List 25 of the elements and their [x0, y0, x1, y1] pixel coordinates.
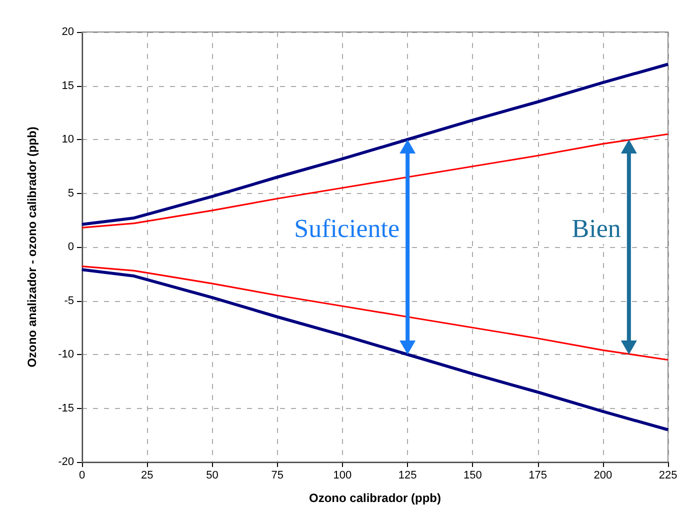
- y-tick-label: -15: [58, 402, 74, 414]
- y-tick-label: 20: [62, 26, 74, 38]
- x-tick-label: 50: [206, 470, 218, 482]
- line-series: [80, 268, 670, 432]
- x-tick-label: 225: [658, 470, 678, 482]
- y-tick-label: 0: [68, 241, 74, 253]
- x-tick-label: 75: [271, 470, 284, 482]
- y-axis-title: Ozono analizador - ozono calibrador (ppb): [25, 126, 39, 368]
- annotation: Bien: [572, 214, 621, 244]
- y-tick-label: -5: [64, 294, 74, 307]
- x-axis-title: Ozono calibrador (ppb): [309, 491, 441, 505]
- x-tick-label: 0: [78, 470, 86, 482]
- line-series: [81, 266, 669, 361]
- annotation: Suficiente: [294, 214, 400, 244]
- y-tick-label: -10: [58, 348, 74, 360]
- x-tick-label: 100: [333, 470, 352, 482]
- x-tick-label: 25: [140, 470, 154, 482]
- x-tick-label: 125: [398, 470, 417, 482]
- x-tick-label: 175: [528, 470, 547, 482]
- y-tick-label: 5: [68, 187, 74, 200]
- x-tick-label: 200: [594, 470, 612, 482]
- y-tick-label: -20: [58, 456, 74, 468]
- y-tick-label: 10: [62, 134, 74, 146]
- y-tick-label: 15: [62, 80, 74, 92]
- x-tick-label: 150: [463, 470, 482, 482]
